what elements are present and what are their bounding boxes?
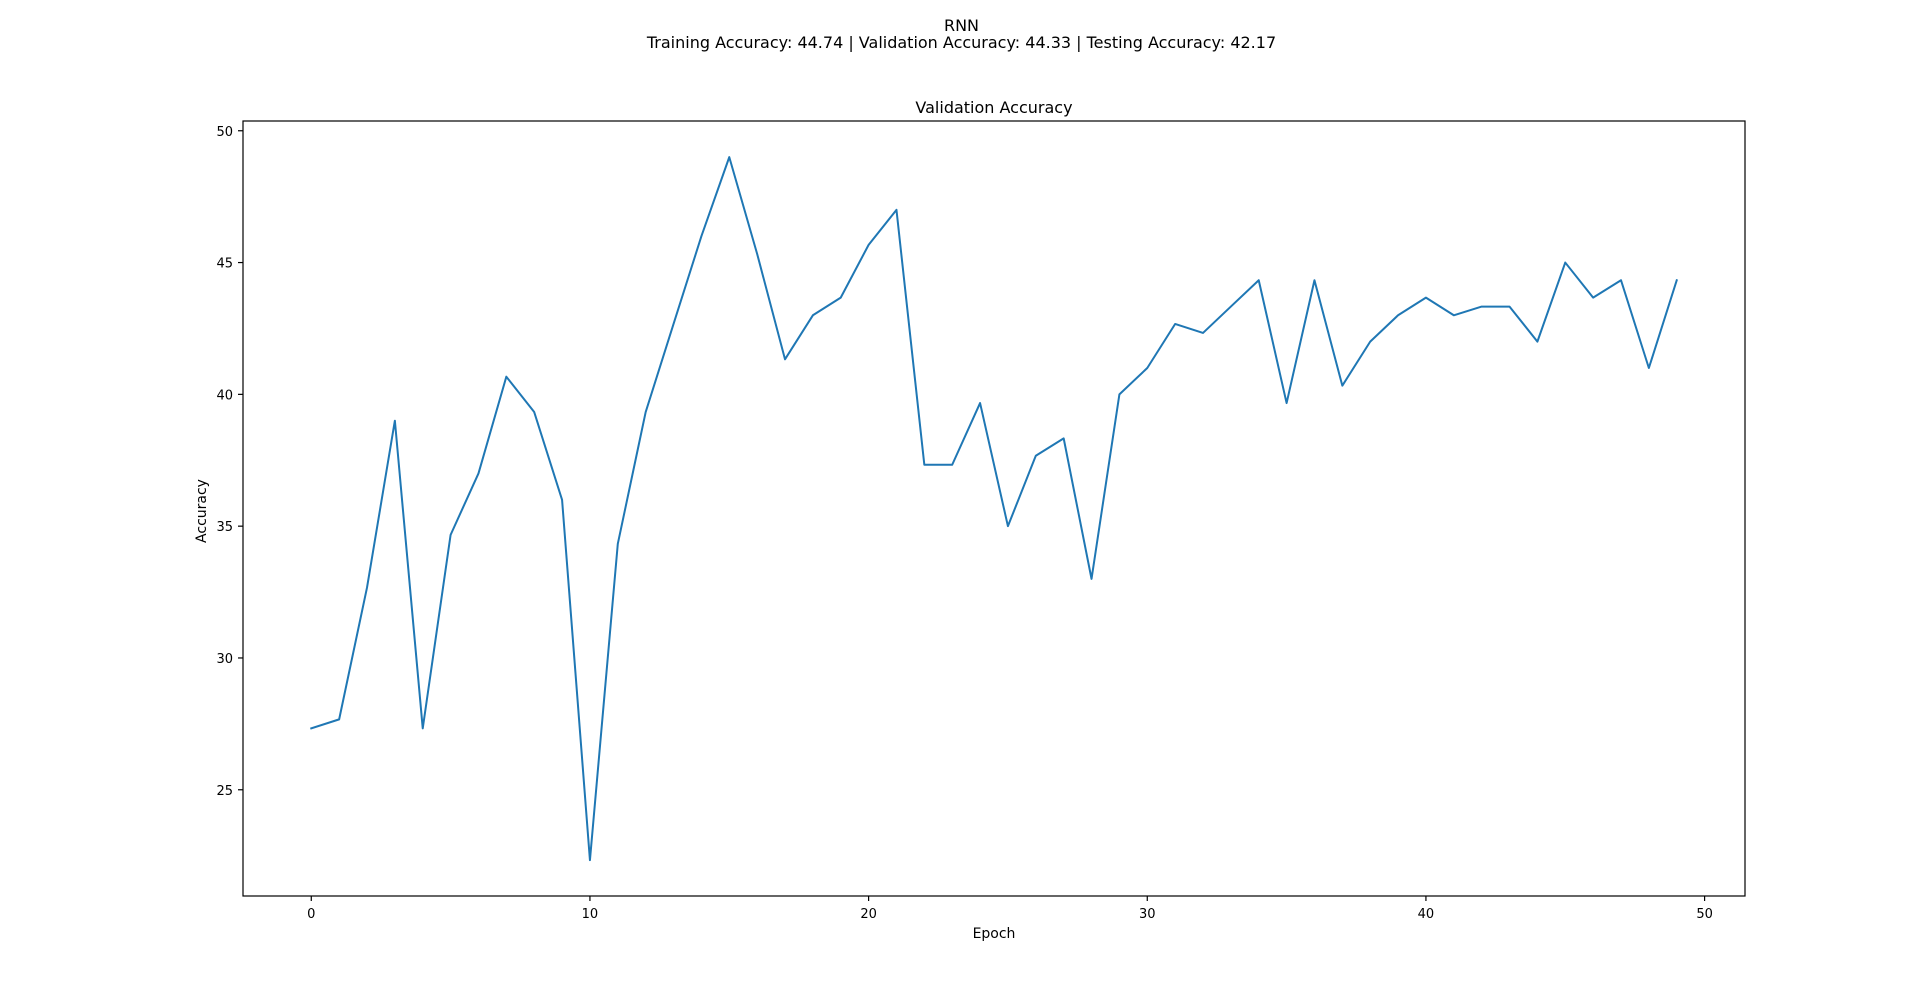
plot-area xyxy=(310,156,1678,862)
y-tick-label: 50 xyxy=(216,125,233,140)
figure-title-accuracy-summary: Training Accuracy: 44.74 | Validation Ac… xyxy=(646,33,1277,52)
x-tick-label: 0 xyxy=(307,907,315,922)
y-tick-label: 25 xyxy=(216,784,233,799)
figure-title-model: RNN xyxy=(943,16,980,35)
x-tick-label: 10 xyxy=(582,907,599,922)
axes: 0 10 20 30 40 50 25 30 35 40 45 50 xyxy=(216,120,1746,922)
y-tick-label: 35 xyxy=(216,520,233,535)
y-tick-label: 45 xyxy=(216,257,233,272)
series-line-0 xyxy=(310,156,1678,862)
x-tick-label: 20 xyxy=(860,907,877,922)
x-tick-label: 50 xyxy=(1696,907,1713,922)
x-tick-label: 30 xyxy=(1139,907,1156,922)
y-tick-label: 40 xyxy=(216,388,233,403)
y-axis-label: Accuracy xyxy=(194,479,210,543)
chart-title: Validation Accuracy xyxy=(915,98,1072,117)
y-tick-label: 30 xyxy=(216,652,233,667)
x-axis-label: Epoch xyxy=(973,926,1016,942)
axes-frame xyxy=(242,120,1746,897)
x-tick-label: 40 xyxy=(1418,907,1435,922)
